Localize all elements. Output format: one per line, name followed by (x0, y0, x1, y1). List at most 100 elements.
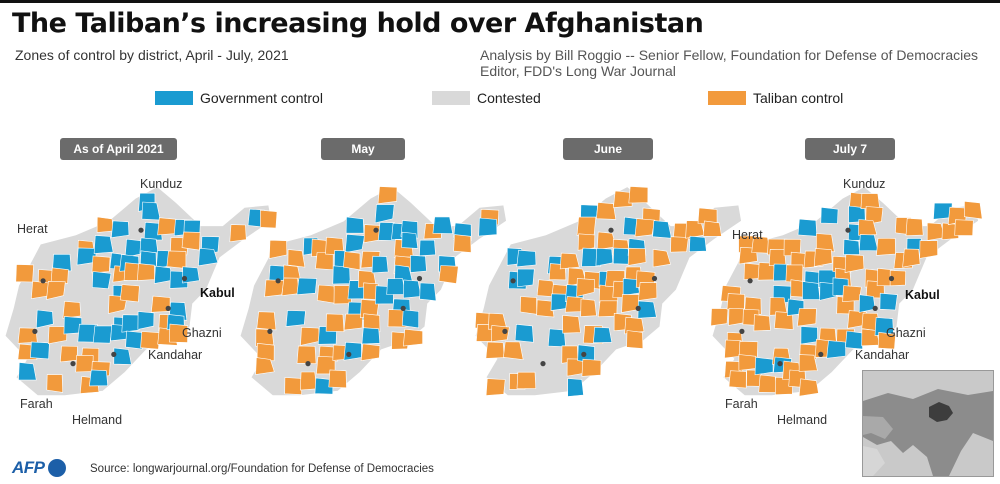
top-rule (0, 0, 1000, 3)
district (166, 250, 187, 269)
district (624, 316, 645, 335)
district (401, 231, 419, 249)
district (774, 311, 794, 330)
district (125, 330, 143, 350)
district (343, 341, 362, 361)
district (768, 248, 787, 267)
legend-swatch-government (155, 91, 193, 105)
district (46, 374, 64, 393)
district (628, 186, 649, 204)
district (842, 285, 862, 303)
city-marker (888, 275, 895, 282)
district (387, 309, 407, 328)
district (30, 280, 50, 300)
city-marker (267, 328, 273, 334)
label-herat-1: Herat (17, 222, 48, 236)
district (754, 356, 774, 376)
district (30, 341, 50, 360)
district (613, 190, 633, 208)
legend-label-taliban: Taliban control (753, 90, 844, 106)
panel-label-april: As of April 2021 (60, 138, 177, 160)
district (137, 263, 155, 281)
city-marker (346, 351, 352, 357)
district (89, 369, 109, 387)
district (119, 284, 140, 303)
district (91, 271, 112, 290)
district (110, 220, 130, 239)
panel-label-june: June (563, 138, 653, 160)
district (702, 220, 722, 237)
district (401, 309, 419, 329)
district (113, 347, 132, 365)
district (268, 239, 288, 259)
district (797, 308, 817, 327)
district (919, 240, 938, 259)
district (52, 253, 72, 272)
district (879, 292, 898, 311)
label-kunduz-4: Kunduz (843, 177, 886, 191)
district (517, 268, 535, 288)
panel-label-july: July 7 (805, 138, 895, 160)
district (728, 308, 746, 326)
district-map-2 (474, 185, 743, 397)
district (858, 294, 876, 313)
district (581, 358, 602, 377)
district (91, 255, 111, 274)
district (816, 233, 835, 253)
district (438, 265, 459, 284)
afp-logo: AFP (12, 458, 66, 478)
district (845, 330, 863, 350)
district (576, 216, 597, 236)
district (137, 311, 155, 330)
district (419, 282, 437, 302)
district (386, 278, 406, 295)
district (296, 277, 318, 296)
city-marker (70, 361, 76, 367)
district (343, 251, 361, 271)
district (285, 310, 306, 327)
district (728, 370, 747, 389)
district (59, 345, 78, 363)
legend-item-taliban: Taliban control (708, 90, 843, 106)
district (876, 237, 896, 256)
legend-label-contested: Contested (477, 90, 541, 106)
district (860, 193, 881, 210)
city-marker (777, 361, 783, 367)
district (844, 254, 865, 273)
district (858, 219, 878, 236)
district (264, 279, 285, 298)
label-kandahar-1: Kandahar (148, 348, 203, 362)
district (260, 209, 278, 229)
district (753, 314, 771, 332)
district (287, 249, 306, 268)
district (638, 282, 658, 301)
district (35, 309, 54, 329)
district (360, 343, 381, 362)
district (345, 216, 365, 234)
district (18, 362, 37, 381)
district (75, 354, 94, 373)
city-marker (502, 328, 508, 334)
district (596, 202, 617, 220)
district (802, 281, 821, 300)
label-helmand-1: Helmand (72, 413, 123, 427)
district (536, 299, 555, 318)
district (758, 374, 778, 393)
city-marker (581, 351, 587, 357)
legend-item-government: Government control (155, 90, 323, 106)
district (626, 330, 644, 349)
label-kunduz-1: Kunduz (140, 177, 183, 191)
city-marker (165, 305, 171, 311)
district (826, 340, 847, 359)
page-title: The Taliban’s increasing hold over Afgha… (12, 8, 704, 39)
district (865, 206, 884, 225)
city-marker (635, 305, 641, 311)
legend-swatch-contested (432, 91, 470, 105)
city-marker (305, 361, 311, 367)
district (567, 378, 584, 397)
district (15, 264, 34, 283)
maps-area (4, 185, 983, 397)
legend-swatch-taliban (708, 91, 746, 105)
district-map-0 (4, 185, 278, 397)
city-marker (510, 278, 516, 284)
